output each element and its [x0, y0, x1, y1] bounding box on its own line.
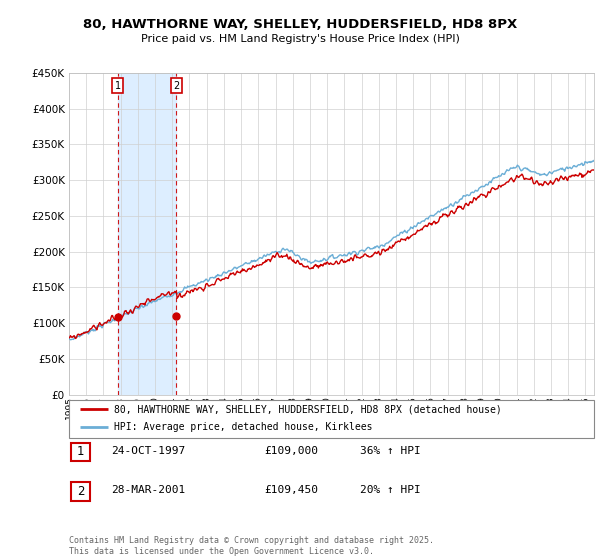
Text: 36% ↑ HPI: 36% ↑ HPI — [360, 446, 421, 456]
FancyBboxPatch shape — [71, 482, 90, 501]
Text: 2: 2 — [77, 484, 84, 498]
Text: 2: 2 — [173, 81, 179, 91]
Text: 1: 1 — [77, 445, 84, 459]
Text: £109,000: £109,000 — [264, 446, 318, 456]
Text: 1: 1 — [115, 81, 121, 91]
Text: £109,450: £109,450 — [264, 485, 318, 495]
Text: Price paid vs. HM Land Registry's House Price Index (HPI): Price paid vs. HM Land Registry's House … — [140, 34, 460, 44]
Text: 80, HAWTHORNE WAY, SHELLEY, HUDDERSFIELD, HD8 8PX (detached house): 80, HAWTHORNE WAY, SHELLEY, HUDDERSFIELD… — [113, 404, 502, 414]
Text: 28-MAR-2001: 28-MAR-2001 — [111, 485, 185, 495]
FancyBboxPatch shape — [71, 442, 90, 461]
FancyBboxPatch shape — [69, 400, 594, 438]
Text: HPI: Average price, detached house, Kirklees: HPI: Average price, detached house, Kirk… — [113, 422, 372, 432]
Text: Contains HM Land Registry data © Crown copyright and database right 2025.
This d: Contains HM Land Registry data © Crown c… — [69, 536, 434, 556]
Bar — [118, 73, 176, 395]
Text: 80, HAWTHORNE WAY, SHELLEY, HUDDERSFIELD, HD8 8PX: 80, HAWTHORNE WAY, SHELLEY, HUDDERSFIELD… — [83, 17, 517, 31]
Text: 24-OCT-1997: 24-OCT-1997 — [111, 446, 185, 456]
Text: 20% ↑ HPI: 20% ↑ HPI — [360, 485, 421, 495]
